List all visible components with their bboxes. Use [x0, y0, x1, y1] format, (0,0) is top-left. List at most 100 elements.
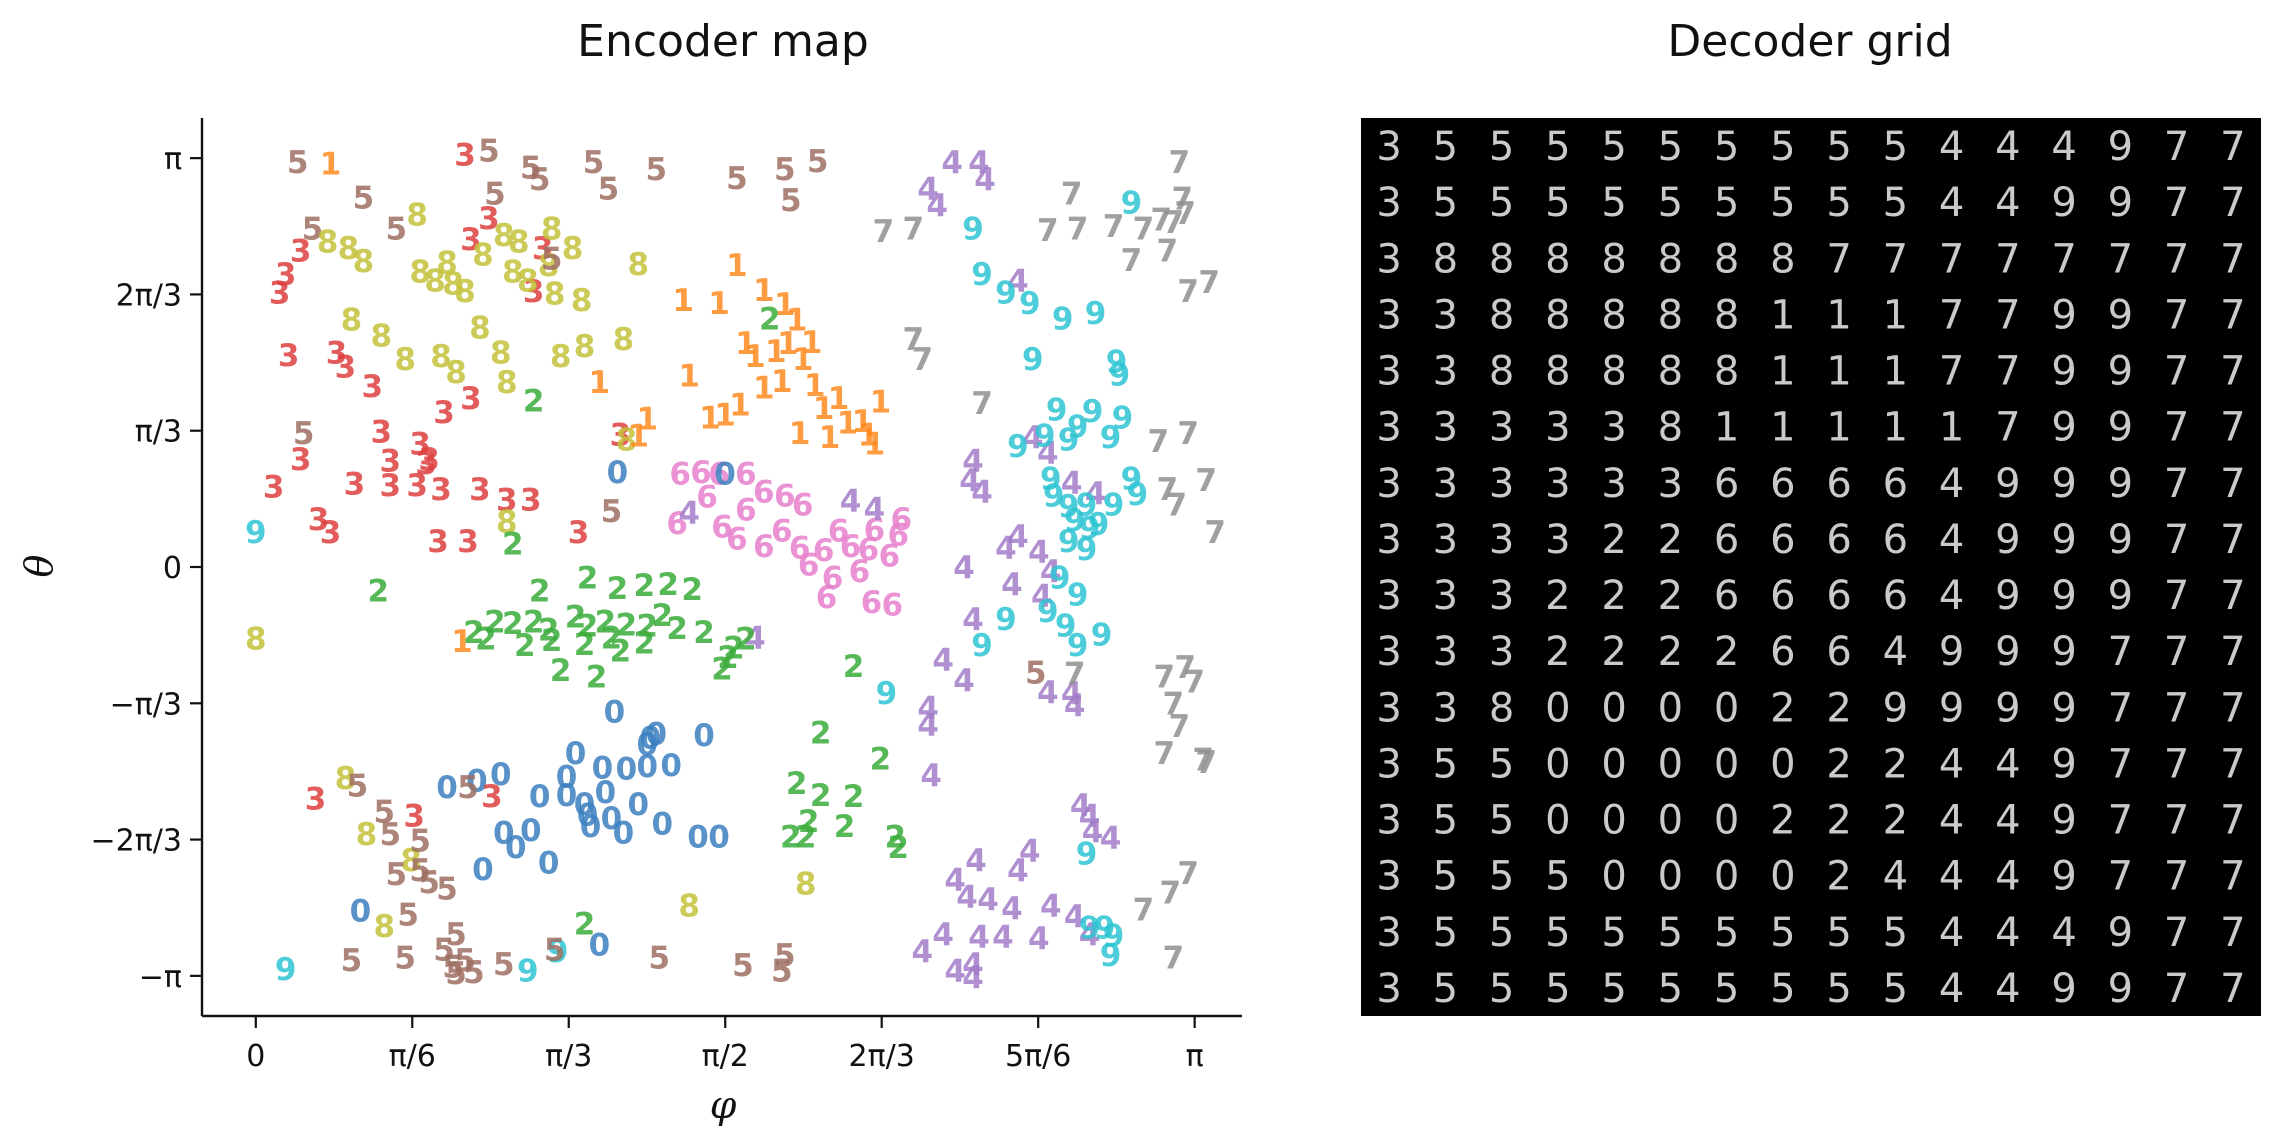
decoder-cell-digit-7: 7: [2220, 349, 2245, 395]
decoder-cell-digit-7: 7: [2220, 966, 2245, 1012]
scatter-point-digit-0: 0: [636, 749, 658, 785]
scatter-point-digit-7: 7: [1177, 416, 1199, 452]
scatter-point-digit-4: 4: [1031, 579, 1053, 615]
scatter-point-digit-5: 5: [394, 940, 416, 976]
decoder-cell-digit-7: 7: [2220, 124, 2245, 170]
scatter-point-digit-9: 9: [1040, 462, 1062, 498]
scatter-point-digit-2: 2: [538, 612, 560, 648]
scatter-point-digit-9: 9: [1103, 488, 1125, 524]
scatter-point-digit-7: 7: [1177, 274, 1199, 310]
decoder-cell-digit-5: 5: [1433, 798, 1458, 844]
scatter-point-digit-2: 2: [810, 715, 832, 751]
decoder-cell-digit-1: 1: [1770, 349, 1795, 395]
scatter-point-digit-7: 7: [902, 322, 924, 358]
scatter-point-digit-8: 8: [442, 266, 464, 302]
scatter-point-digit-8: 8: [550, 339, 572, 375]
scatter-point-digit-5: 5: [353, 180, 375, 216]
scatter-point-digit-6: 6: [735, 493, 757, 529]
scatter-point-digit-6: 6: [753, 529, 775, 565]
decoder-cell-digit-0: 0: [1601, 685, 1626, 731]
scatter-point-digit-6: 6: [816, 580, 838, 616]
scatter-point-digit-6: 6: [798, 547, 820, 583]
scatter-point-digit-4: 4: [1079, 917, 1101, 953]
scatter-point-digit-5: 5: [774, 152, 796, 188]
scatter-point-digit-1: 1: [729, 387, 751, 423]
decoder-cell-digit-8: 8: [1714, 236, 1739, 282]
scatter-point-digit-1: 1: [672, 283, 694, 319]
scatter-point-digit-7: 7: [1177, 856, 1199, 892]
decoder-cell-digit-1: 1: [1883, 349, 1908, 395]
scatter-point-digit-3: 3: [418, 442, 440, 478]
scatter-point-digit-2: 2: [523, 605, 545, 641]
decoder-cell-digit-9: 9: [1939, 685, 1964, 731]
scatter-point-digit-8: 8: [678, 888, 700, 924]
scatter-point-digit-1: 1: [777, 326, 799, 362]
scatter-point-digit-4: 4: [1022, 420, 1044, 456]
decoder-cell-digit-7: 7: [1939, 292, 1964, 338]
scatter-point-digit-1: 1: [804, 368, 826, 404]
scatter-point-digit-5: 5: [385, 212, 407, 248]
scatter-point-digit-3: 3: [460, 381, 482, 417]
decoder-cell-digit-5: 5: [1601, 966, 1626, 1012]
scatter-point-digit-4: 4: [917, 691, 939, 727]
decoder-cell-digit-7: 7: [2164, 405, 2189, 451]
decoder-cell-digit-1: 1: [1714, 405, 1739, 451]
x-tick-label: π: [1186, 1039, 1204, 1074]
scatter-point-digit-9: 9: [1049, 560, 1071, 596]
decoder-cell-digit-4: 4: [1995, 910, 2020, 956]
decoder-cell-digit-9: 9: [2051, 405, 2076, 451]
scatter-point-digit-5: 5: [287, 145, 309, 181]
decoder-cell-digit-3: 3: [1433, 629, 1458, 675]
y-tick-label: −π/3: [110, 687, 182, 722]
decoder-cell-digit-4: 4: [2051, 124, 2076, 170]
scatter-point-digit-6: 6: [726, 521, 748, 557]
decoder-cell-digit-9: 9: [1939, 629, 1964, 675]
scatter-point-digit-8: 8: [245, 622, 267, 658]
decoder-cell-digit-5: 5: [1601, 910, 1626, 956]
scatter-point-digit-7: 7: [1174, 650, 1196, 686]
decoder-cell-digit-9: 9: [2051, 741, 2076, 787]
decoder-cell-digit-5: 5: [1489, 966, 1514, 1012]
scatter-point-digit-9: 9: [1022, 342, 1044, 378]
scatter-point-digit-8: 8: [493, 218, 515, 254]
scatter-point-digit-7: 7: [1151, 203, 1173, 239]
scatter-point-digit-1: 1: [792, 342, 814, 378]
decoder-cell-digit-9: 9: [2051, 349, 2076, 395]
scatter-point-digit-9: 9: [1037, 594, 1059, 630]
scatter-point-digit-6: 6: [864, 512, 886, 548]
scatter-point-digit-0: 0: [556, 760, 578, 796]
decoder-cell-digit-3: 3: [1376, 966, 1401, 1012]
scatter-point-digit-2: 2: [786, 766, 808, 802]
scatter-point-digit-4: 4: [1085, 476, 1107, 512]
scatter-point-digit-8: 8: [409, 255, 431, 291]
scatter-point-digit-5: 5: [807, 144, 829, 180]
decoder-cell-digit-3: 3: [1489, 517, 1514, 563]
decoder-cell-digit-5: 5: [1714, 910, 1739, 956]
scatter-point-digit-9: 9: [962, 212, 984, 248]
decoder-cell-digit-8: 8: [1658, 349, 1683, 395]
scatter-point-digit-2: 2: [616, 607, 638, 643]
scatter-point-digit-4: 4: [962, 602, 984, 638]
scatter-point-digit-5: 5: [645, 152, 667, 188]
scatter-point-digit-3: 3: [305, 782, 327, 818]
scatter-point-digit-6: 6: [735, 456, 757, 492]
decoder-cell-digit-3: 3: [1433, 517, 1458, 563]
scatter-point-digit-4: 4: [992, 920, 1014, 956]
x-tick-label: 5π/6: [1005, 1039, 1071, 1074]
scatter-point-digit-5: 5: [771, 953, 793, 989]
scatter-point-digit-6: 6: [822, 560, 844, 596]
scatter-point-digit-2: 2: [666, 611, 688, 647]
decoder-cell-digit-7: 7: [2220, 180, 2245, 226]
decoder-cell-digit-7: 7: [2164, 517, 2189, 563]
scatter-point-digit-4: 4: [917, 707, 939, 743]
scatter-point-digit-1: 1: [819, 420, 841, 456]
scatter-point-digit-6: 6: [879, 538, 901, 574]
decoder-cell-digit-9: 9: [2051, 461, 2076, 507]
scatter-point-digit-1: 1: [628, 419, 650, 455]
decoder-cell-digit-7: 7: [2164, 236, 2189, 282]
scatter-point-digit-2: 2: [475, 622, 497, 658]
decoder-cell-digit-8: 8: [1489, 685, 1514, 731]
decoder-cell-digit-0: 0: [1714, 685, 1739, 731]
scatter-point-digit-4: 4: [1037, 435, 1059, 471]
